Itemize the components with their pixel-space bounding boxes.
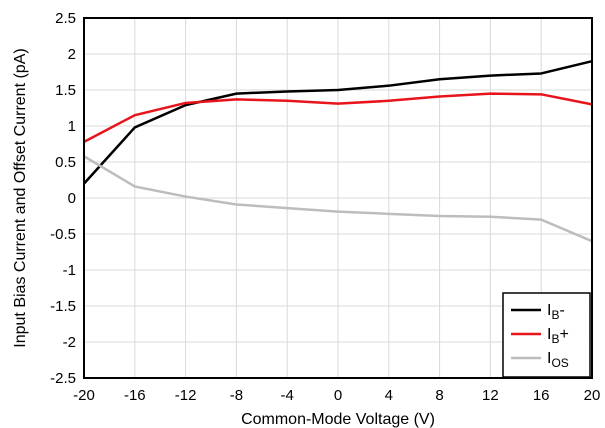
x-tick-label: -20 bbox=[73, 387, 95, 404]
legend-entry: IB+ bbox=[547, 326, 569, 346]
y-tick-label: -1.5 bbox=[50, 298, 76, 315]
series-line-IOS bbox=[83, 155, 593, 243]
series-line-IB+ bbox=[83, 92, 593, 143]
x-tick-label: 0 bbox=[334, 387, 342, 404]
tick-labels: -20 -16 -12 -8 -4 0 4 8 12 16 20 2.5 2 1.5 1 0.5 0 -0.5 -1… bbox=[50, 10, 600, 404]
series-lines bbox=[83, 59, 593, 243]
y-tick-label: -0.5 bbox=[50, 226, 76, 243]
x-tick-label: 16 bbox=[533, 387, 550, 404]
x-tick-label: 12 bbox=[482, 387, 499, 404]
x-tick-label: -4 bbox=[281, 387, 294, 404]
y-tick-label: 1.5 bbox=[55, 82, 76, 99]
x-tick-label: 4 bbox=[385, 387, 393, 404]
x-axis-label: Common-Mode Voltage (V) bbox=[241, 411, 435, 428]
y-tick-label: 2.5 bbox=[55, 10, 76, 27]
legend-entry: IOS bbox=[547, 350, 569, 370]
x-tick-label: -12 bbox=[175, 387, 197, 404]
legend-entry: IB- bbox=[547, 302, 565, 322]
x-tick-label: -8 bbox=[230, 387, 243, 404]
series-line-IB- bbox=[83, 59, 593, 185]
x-tick-label: 20 bbox=[584, 387, 601, 404]
y-tick-label: 0 bbox=[68, 190, 76, 207]
x-tick-label: -16 bbox=[124, 387, 146, 404]
x-tick-label: 8 bbox=[435, 387, 443, 404]
y-tick-label: -2.5 bbox=[50, 370, 76, 387]
y-tick-label: 2 bbox=[68, 46, 76, 63]
plot-frame bbox=[83, 17, 593, 379]
y-tick-label: 0.5 bbox=[55, 154, 76, 171]
y-tick-label: -2 bbox=[63, 334, 76, 351]
y-tick-label: 1 bbox=[68, 118, 76, 135]
y-axis-label: Input Bias Current and Offset Current (p… bbox=[12, 48, 29, 347]
legend: IB- IB+ IOS bbox=[502, 292, 591, 378]
y-tick-label: -1 bbox=[63, 262, 76, 279]
